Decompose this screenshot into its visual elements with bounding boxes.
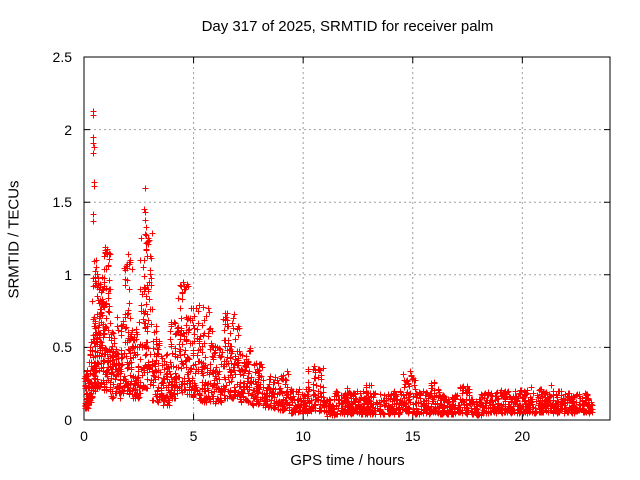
x-axis-label: GPS time / hours	[290, 452, 405, 469]
grid-lines	[84, 57, 610, 420]
x-tick-label-15: 15	[404, 428, 421, 444]
chart-title: Day 317 of 2025, SRMTID for receiver pal…	[201, 18, 494, 35]
y-tick-label-1.5: 1.5	[52, 194, 72, 211]
y-tick-label-2.5: 2.5	[52, 49, 72, 65]
x-tick-label-10: 10	[295, 428, 311, 444]
x-tick-label-5: 5	[189, 428, 198, 444]
y-tick-label-0: 0	[64, 412, 72, 428]
y-tick-label-2: 2	[64, 121, 72, 138]
y-tick-label-0.5: 0.5	[52, 339, 72, 356]
plot-frame	[83, 56, 611, 421]
x-tick-label-20: 20	[514, 428, 531, 444]
x-tick-label-0: 0	[80, 428, 88, 444]
y-tick-label-1: 1	[64, 266, 72, 283]
y-axis-label: SRMTID / TECUs	[5, 180, 23, 299]
data-points	[81, 108, 596, 420]
